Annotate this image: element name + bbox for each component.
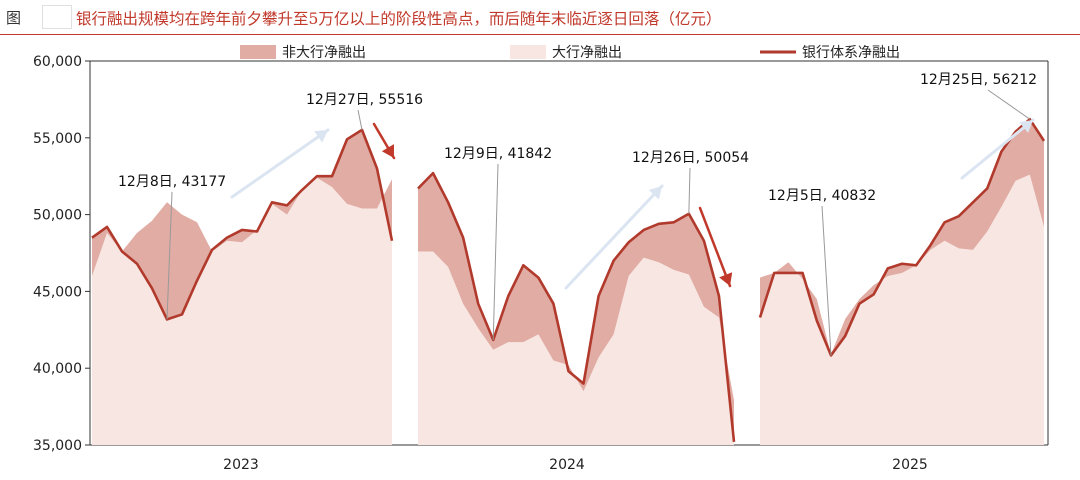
area-big-banks-2023 <box>92 177 392 445</box>
trend-arrow-down-2024-head <box>719 272 733 286</box>
x-tick-label: 2023 <box>223 457 259 473</box>
annotation-label: 12月27日, 55516 <box>306 92 423 108</box>
trend-arrow-up-2023-head <box>314 130 328 143</box>
annotation-label: 12月5日, 40832 <box>768 188 876 204</box>
trend-arrow-up-2024 <box>564 184 664 290</box>
annotation-label: 12月8日, 43177 <box>118 174 226 190</box>
y-tick-label: 50,000 <box>33 208 82 224</box>
chart-title: 银行融出规模均在跨年前夕攀升至5万亿以上的阶段性高点，而后随年末临近逐日回落（亿… <box>76 10 722 28</box>
title-rule <box>0 34 1080 35</box>
annotation-label: 12月25日, 56212 <box>920 72 1037 88</box>
figure-number-box <box>42 5 72 29</box>
y-tick-label: 35,000 <box>33 438 82 454</box>
annotation-label: 12月26日, 50054 <box>632 150 749 166</box>
trend-arrow-up-2024-head <box>648 186 662 200</box>
annotation-label: 12月9日, 41842 <box>444 146 552 162</box>
y-tick-label: 60,000 <box>33 54 82 70</box>
title-bar: 图 银行融出规模均在跨年前夕攀升至5万亿以上的阶段性高点，而后随年末临近逐日回落… <box>0 0 1080 35</box>
trend-arrow-up-2025-head <box>1019 120 1033 134</box>
y-tick-label: 45,000 <box>33 284 82 300</box>
area-big-banks-2024 <box>418 251 734 445</box>
annotation-leader <box>166 191 173 320</box>
legend-swatch <box>510 45 546 59</box>
area-non-big-banks-2024 <box>418 173 734 442</box>
legend-label: 银行体系净融出 <box>802 45 900 61</box>
trend-arrow-down-2023-head <box>381 144 394 158</box>
line-total-2025 <box>758 117 1046 357</box>
legend-swatch <box>240 45 276 59</box>
trend-arrow-down-2024 <box>698 206 732 288</box>
y-tick-label: 40,000 <box>33 361 82 377</box>
annotation-leader <box>357 109 363 130</box>
figure-label: 图 <box>6 9 22 27</box>
annotation-leader <box>821 205 832 356</box>
legend-label: 大行净融出 <box>552 45 622 61</box>
annotation-leader <box>987 89 1031 120</box>
x-tick-label: 2024 <box>549 457 585 473</box>
line-total-2024 <box>417 171 736 443</box>
trend-arrow-up-2023 <box>230 128 330 199</box>
area-non-big-banks-2025 <box>760 119 1044 356</box>
area-big-banks-2025 <box>760 174 1044 445</box>
annotation-leader <box>492 163 499 340</box>
trend-arrow-up-2025 <box>960 118 1035 180</box>
line-total-2023 <box>91 128 394 321</box>
legend-label: 非大行净融出 <box>282 45 366 61</box>
annotation-leader <box>688 167 691 214</box>
y-tick-label: 55,000 <box>33 131 82 147</box>
x-tick-label: 2025 <box>892 457 928 473</box>
